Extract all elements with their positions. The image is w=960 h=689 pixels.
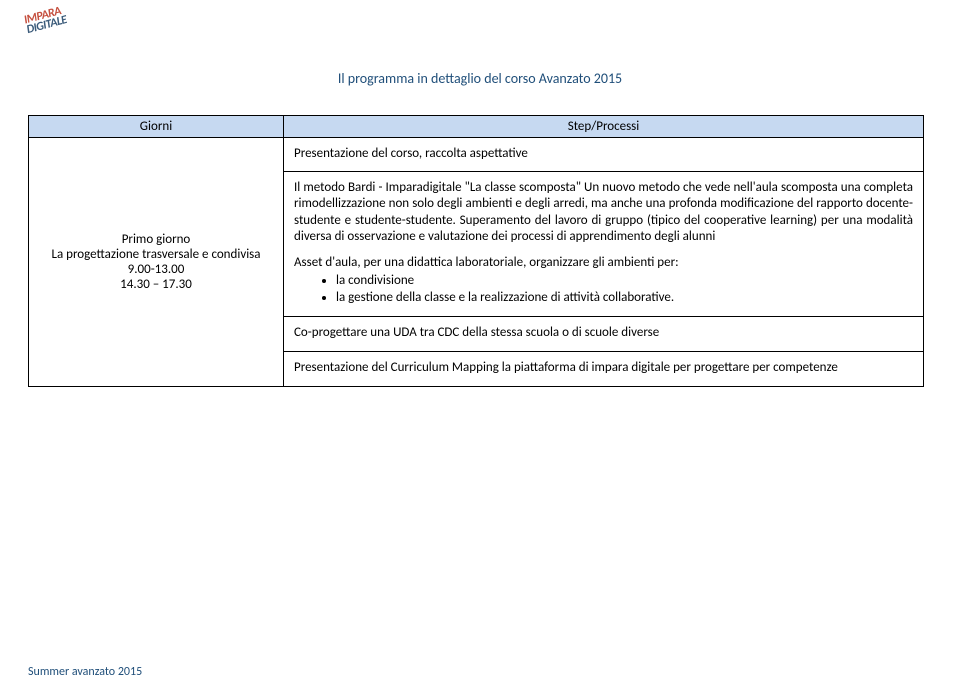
day-topic: La progettazione trasversale e condivisa — [37, 247, 275, 262]
bullet-list: la condivisione la gestione della classe… — [294, 273, 913, 306]
footer: Summer avanzato 2015 — [28, 665, 142, 679]
course-table: Giorni Step/Processi Primo giorno La pro… — [28, 115, 923, 387]
body-cell: Il metodo Bardi - Imparadigitale "La cla… — [284, 172, 924, 317]
day-cell: Primo giorno La progettazione trasversal… — [29, 138, 284, 387]
header-giorni: Giorni — [29, 116, 284, 138]
sub2-cell: Presentazione del Curriculum Mapping la … — [284, 352, 924, 387]
list-item: la condivisione — [336, 273, 913, 289]
header-step: Step/Processi — [284, 116, 924, 138]
page-title: Il programma in dettaglio del corso Avan… — [0, 70, 960, 87]
logo: IMPARA DIGITALE — [23, 2, 88, 60]
asset-line: Asset d'aula, per una didattica laborato… — [294, 255, 913, 271]
day-time2: 14.30 – 17.30 — [37, 277, 275, 292]
day-time1: 9.00-13.00 — [37, 262, 275, 277]
sub1-cell: Co-progettare una UDA tra CDC della stes… — [284, 316, 924, 351]
day-name: Primo giorno — [37, 232, 275, 247]
list-item: la gestione della classe e la realizzazi… — [336, 290, 913, 306]
body-text: Il metodo Bardi - Imparadigitale "La cla… — [294, 180, 913, 245]
intro-cell: Presentazione del corso, raccolta aspett… — [284, 138, 924, 172]
